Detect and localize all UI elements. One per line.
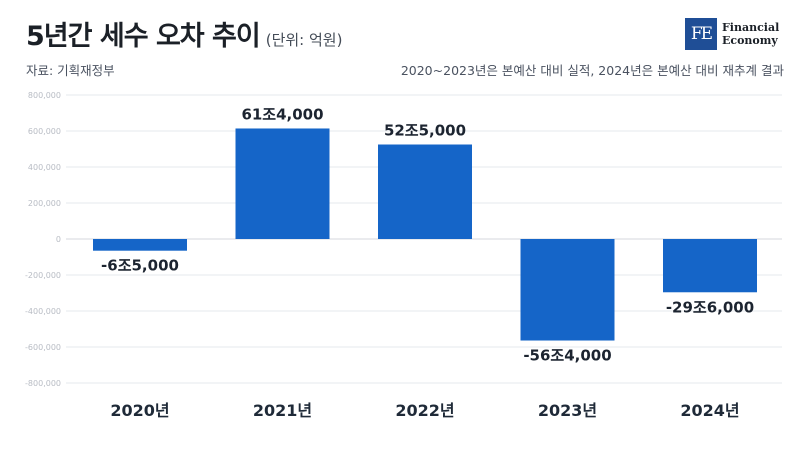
x-category-label: 2024년	[680, 401, 739, 420]
data-label: 61조4,000	[241, 105, 323, 123]
y-tick-label: -800,000	[25, 379, 61, 388]
logo-wordmark: Financial Economy	[722, 21, 779, 47]
source-label: 자료: 기획재정부	[26, 63, 115, 78]
note-label: 2020~2023년은 본예산 대비 실적, 2024년은 본예산 대비 재추계…	[400, 63, 784, 78]
data-label: 52조5,000	[384, 122, 466, 140]
data-label: -56조4,000	[523, 347, 611, 365]
x-category-label: 2020년	[110, 401, 169, 420]
chart-title: 5년간 세수 오차 추이 (단위: 억원)	[26, 14, 342, 53]
y-tick-label: 800,000	[28, 91, 61, 100]
bar	[235, 128, 330, 239]
bar	[93, 239, 187, 251]
y-tick-label: -400,000	[25, 307, 61, 316]
chart-title-text: 5년간 세수 오차 추이	[26, 21, 261, 52]
y-tick-label: -600,000	[25, 343, 61, 352]
x-category-label: 2022년	[395, 401, 454, 420]
data-label: -6조5,000	[101, 257, 179, 275]
bar	[520, 239, 615, 341]
x-category-label: 2023년	[538, 401, 597, 420]
y-tick-label: 200,000	[28, 199, 61, 208]
logo-line-1: Financial	[722, 21, 780, 34]
y-tick-label: 400,000	[28, 163, 61, 172]
logo-mark: FE	[685, 18, 717, 50]
brand-logo: FE Financial Economy	[685, 17, 779, 51]
y-tick-label: 0	[56, 235, 61, 244]
unit-label: (단위: 억원)	[265, 31, 343, 49]
y-tick-label: 600,000	[28, 127, 61, 136]
bar	[663, 239, 757, 293]
logo-line-2: Economy	[722, 34, 778, 47]
bar	[378, 144, 472, 239]
y-tick-label: -200,000	[25, 271, 61, 280]
x-category-label: 2021년	[253, 401, 312, 420]
data-label: -29조6,000	[666, 298, 754, 316]
